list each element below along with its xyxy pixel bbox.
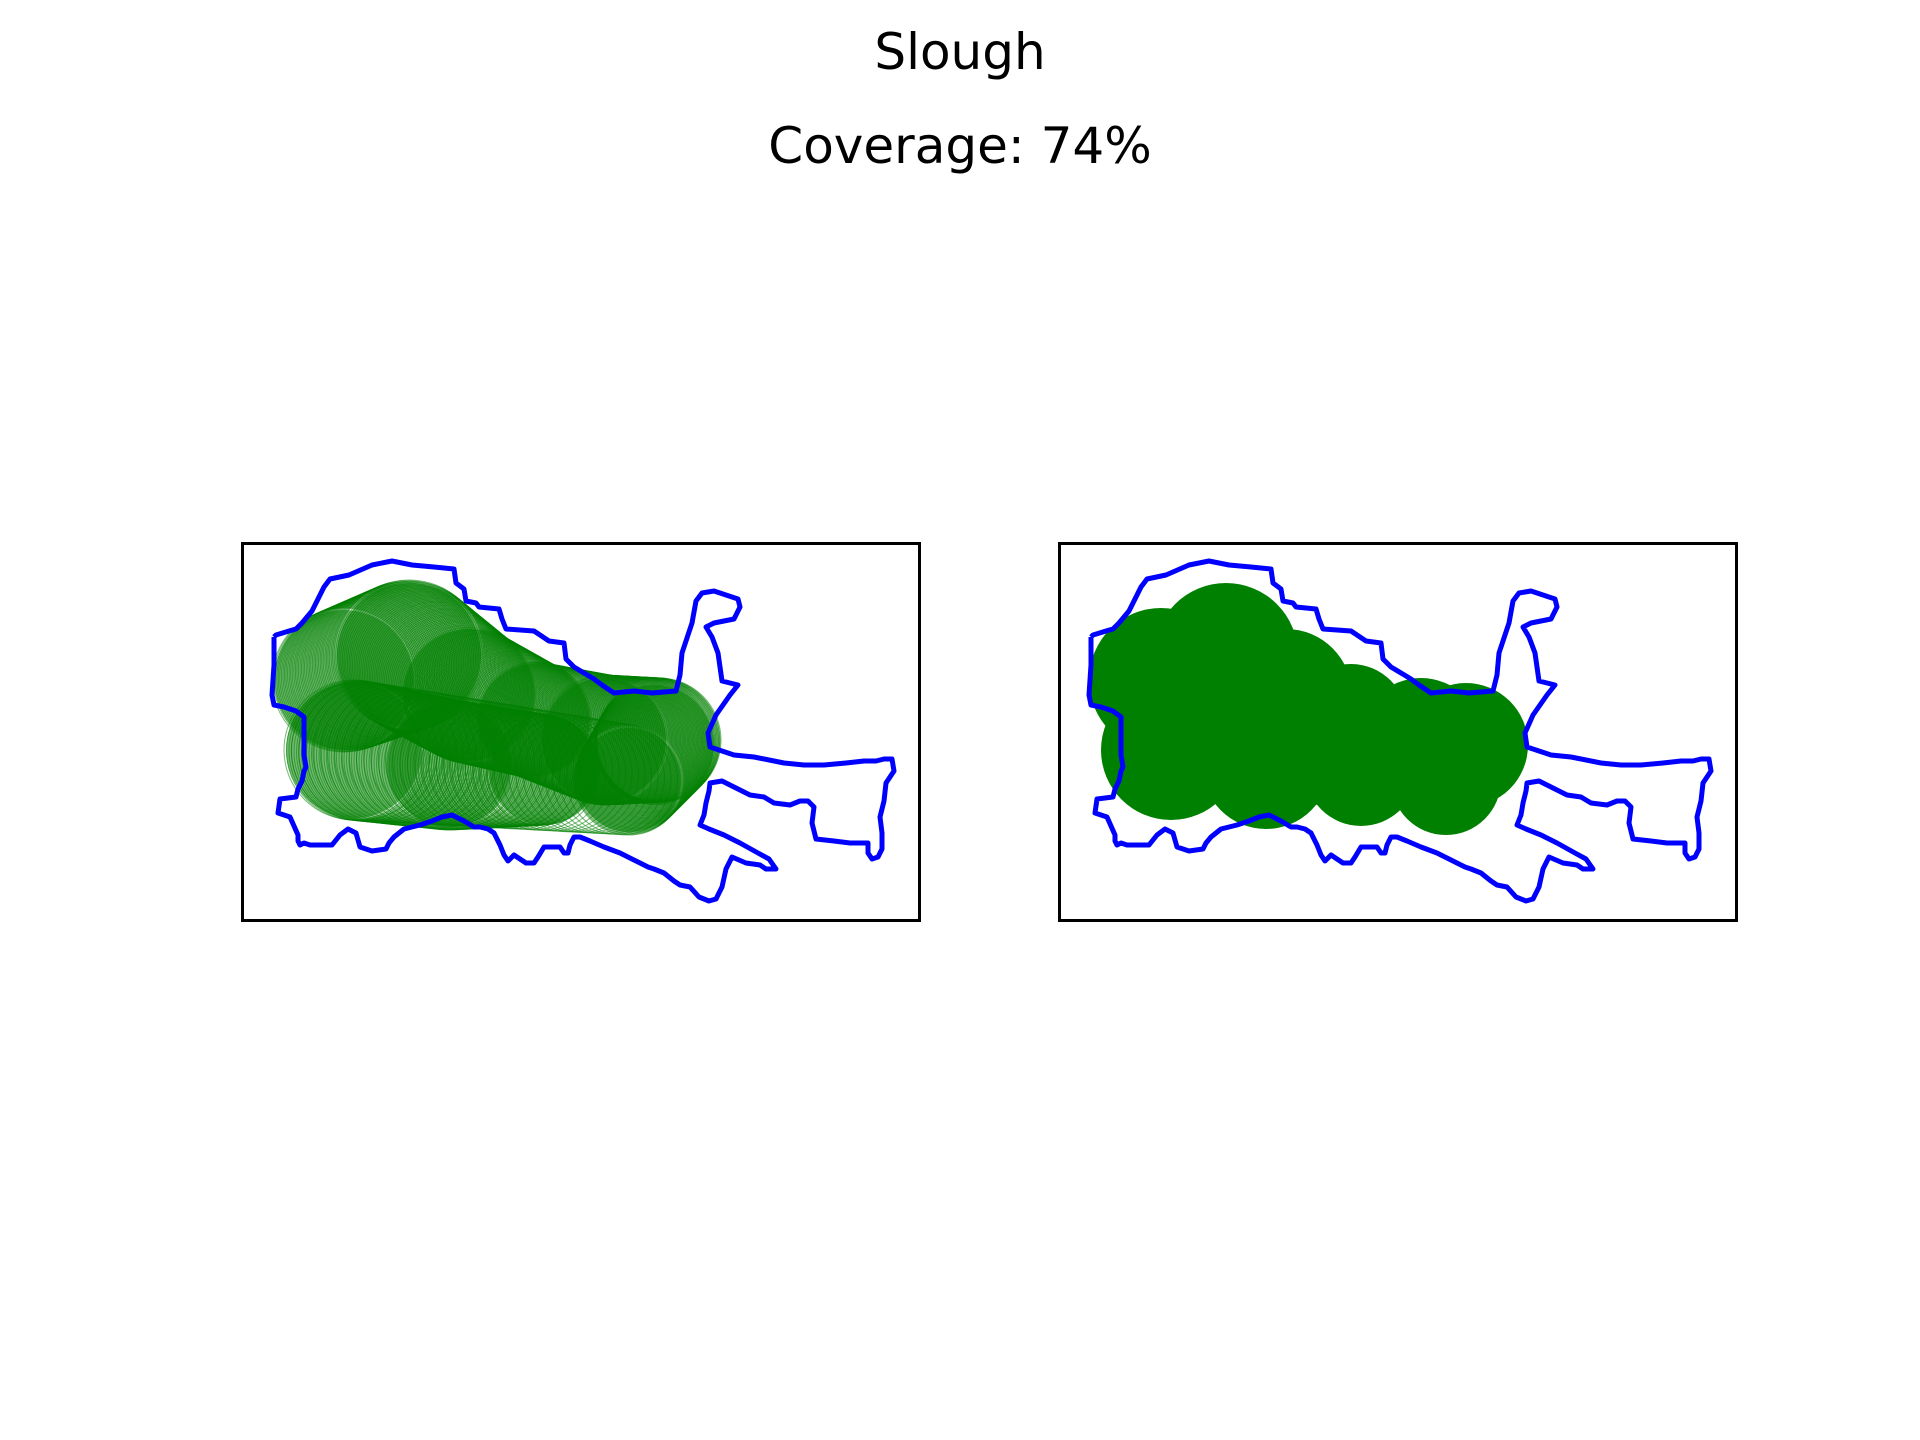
coverage-circles-group	[271, 579, 722, 836]
coverage-circle	[582, 706, 699, 824]
coverage-circle	[573, 724, 685, 836]
coverage-circle	[583, 703, 702, 821]
coverage-circle	[594, 681, 719, 805]
coverage-circle	[311, 589, 461, 739]
boundary-outline	[269, 558, 897, 904]
coverage-circle	[595, 679, 720, 805]
coverage-area	[1391, 725, 1501, 835]
coverage-area	[1251, 685, 1371, 805]
coverage-union-group	[1089, 583, 1528, 835]
coverage-circle	[584, 702, 703, 820]
coverage-circle	[340, 584, 490, 734]
coverage-circle	[575, 721, 688, 833]
map-panel-circles	[241, 542, 921, 922]
coverage-circle	[293, 597, 441, 745]
coverage-circle	[485, 714, 598, 826]
coverage-circle	[576, 718, 690, 832]
boundary-outline	[1086, 558, 1714, 904]
coverage-subtitle: Coverage: 74%	[768, 117, 1152, 175]
coverage-circle	[578, 713, 693, 829]
coverage-circle	[294, 597, 442, 745]
coverage-circle	[314, 587, 465, 738]
figure-title: Slough	[874, 23, 1046, 81]
coverage-map-union	[1086, 558, 1714, 904]
coverage-map-circles	[269, 558, 897, 904]
map-panel-union	[1058, 542, 1738, 922]
